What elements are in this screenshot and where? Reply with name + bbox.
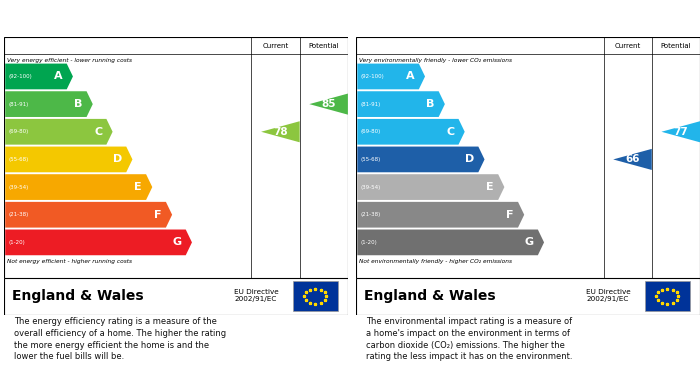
Text: D: D [465,154,474,165]
Polygon shape [5,202,172,228]
Text: (69-80): (69-80) [8,129,29,134]
Text: 77: 77 [673,127,688,137]
Polygon shape [357,202,524,228]
Polygon shape [261,121,300,142]
Text: 66: 66 [625,154,640,165]
Text: F: F [154,210,162,220]
Text: 78: 78 [273,127,288,137]
Text: (92-100): (92-100) [8,74,32,79]
Text: (81-91): (81-91) [360,102,381,107]
Text: Not environmentally friendly - higher CO₂ emissions: Not environmentally friendly - higher CO… [359,259,512,264]
Text: Not energy efficient - higher running costs: Not energy efficient - higher running co… [7,259,132,264]
Text: Very environmentally friendly - lower CO₂ emissions: Very environmentally friendly - lower CO… [359,57,512,63]
Polygon shape [662,121,700,142]
Text: EU Directive
2002/91/EC: EU Directive 2002/91/EC [234,289,279,302]
Text: (69-80): (69-80) [360,129,381,134]
Polygon shape [613,149,652,170]
Text: 85: 85 [321,99,336,109]
Polygon shape [5,174,153,200]
Polygon shape [309,93,348,115]
Polygon shape [5,64,73,89]
Text: EU Directive
2002/91/EC: EU Directive 2002/91/EC [587,289,631,302]
Text: (1-20): (1-20) [8,240,25,245]
Text: England & Wales: England & Wales [364,289,496,303]
Polygon shape [357,230,544,255]
Text: (39-54): (39-54) [360,185,381,190]
Polygon shape [357,174,505,200]
Text: (1-20): (1-20) [360,240,377,245]
Text: (21-38): (21-38) [360,212,381,217]
Text: (81-91): (81-91) [8,102,29,107]
Bar [293,281,337,311]
Polygon shape [5,91,93,117]
Text: E: E [486,182,494,192]
Text: The environmental impact rating is a measure of
a home's impact on the environme: The environmental impact rating is a mea… [366,317,573,361]
Text: Current: Current [615,43,640,48]
Polygon shape [5,119,113,145]
Text: B: B [426,99,435,109]
Text: Very energy efficient - lower running costs: Very energy efficient - lower running co… [7,57,132,63]
Text: (92-100): (92-100) [360,74,384,79]
Polygon shape [357,64,425,89]
Text: England & Wales: England & Wales [12,289,144,303]
Text: Energy Efficiency Rating: Energy Efficiency Rating [8,14,153,23]
Polygon shape [357,147,484,172]
Text: C: C [446,127,454,137]
Text: (55-68): (55-68) [360,157,381,162]
Text: A: A [54,72,62,81]
Text: F: F [506,210,514,220]
Text: Potential: Potential [661,43,691,48]
Polygon shape [357,91,445,117]
Text: (21-38): (21-38) [8,212,29,217]
Text: C: C [94,127,102,137]
Polygon shape [357,119,465,145]
Text: A: A [406,72,414,81]
Text: D: D [113,154,122,165]
Text: Potential: Potential [309,43,339,48]
Text: Environmental Impact (CO₂) Rating: Environmental Impact (CO₂) Rating [360,14,567,23]
Text: E: E [134,182,142,192]
Polygon shape [5,147,132,172]
Text: Current: Current [262,43,288,48]
Polygon shape [5,230,192,255]
Text: (39-54): (39-54) [8,185,29,190]
Text: (55-68): (55-68) [8,157,29,162]
Text: B: B [74,99,83,109]
Text: G: G [524,237,533,248]
Text: The energy efficiency rating is a measure of the
overall efficiency of a home. T: The energy efficiency rating is a measur… [14,317,226,361]
Bar [645,281,690,311]
Text: G: G [172,237,181,248]
